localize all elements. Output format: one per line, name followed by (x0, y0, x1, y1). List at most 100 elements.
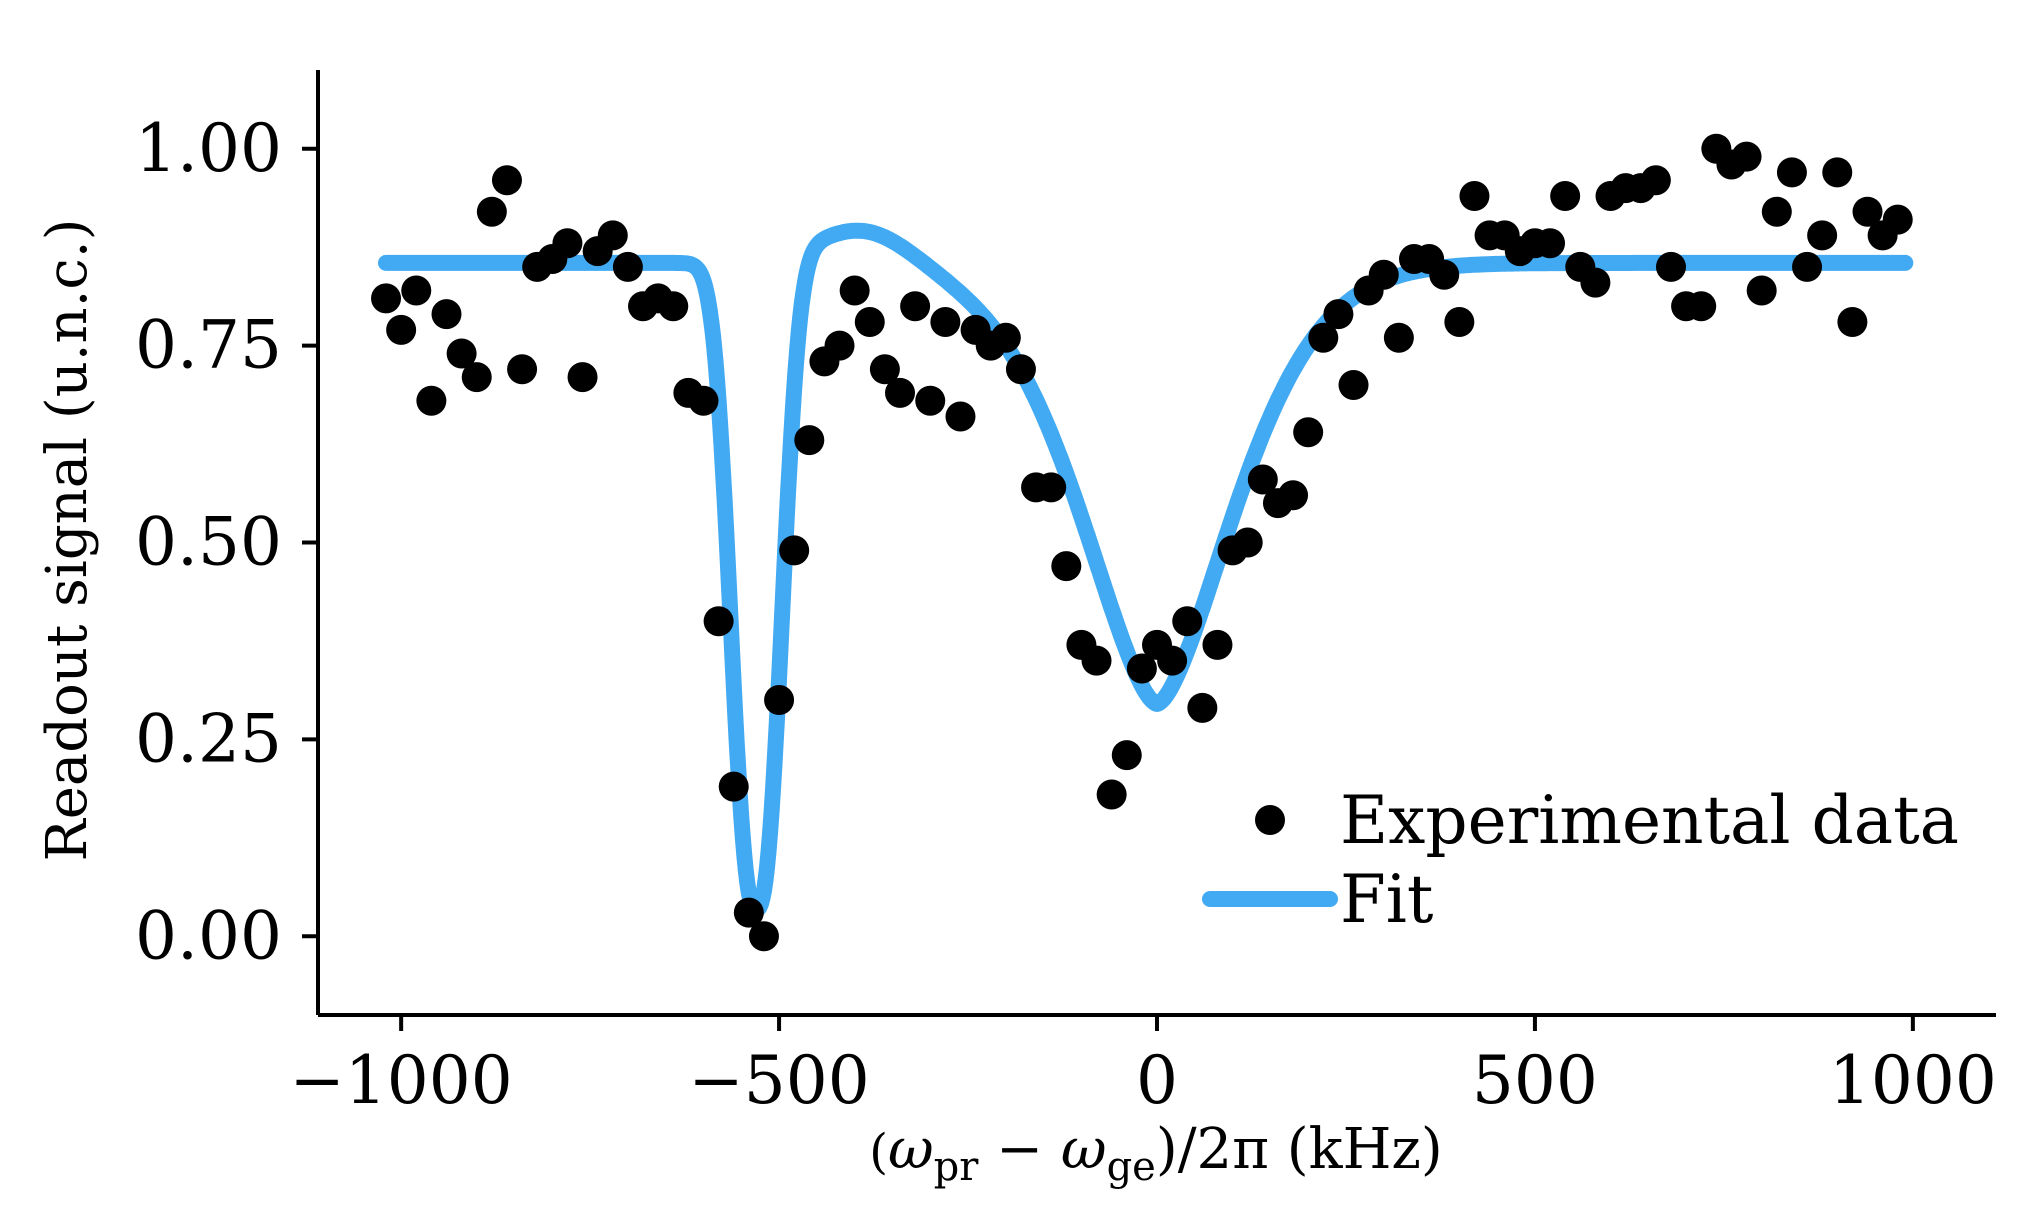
data-point (1202, 629, 1233, 660)
data-points (371, 133, 1913, 952)
y-tick-label: 0.75 (135, 307, 282, 384)
y-tick-label: 0.00 (135, 897, 282, 974)
x-tick-label: −500 (688, 1042, 869, 1119)
data-point (1746, 275, 1777, 306)
data-point (476, 196, 507, 227)
data-point (930, 307, 961, 337)
data-point (1187, 692, 1218, 723)
data-point (1005, 354, 1036, 385)
data-point (431, 299, 462, 330)
y-tick-label: 0.50 (135, 504, 282, 581)
data-point (416, 385, 447, 416)
data-point (1776, 157, 1807, 188)
data-point (945, 401, 976, 432)
data-point (915, 385, 946, 416)
data-point (990, 322, 1021, 353)
x-title-omega2: ω (1061, 1117, 1107, 1182)
data-point (1459, 181, 1490, 211)
legend: Experimental data Fit (1202, 782, 1959, 938)
data-point (1232, 527, 1263, 558)
data-point (1126, 653, 1157, 684)
data-point (1444, 307, 1475, 337)
data-point (1278, 480, 1309, 511)
x-title-sub-pr: pr (934, 1144, 980, 1190)
data-point (507, 354, 538, 385)
data-point (1338, 370, 1369, 400)
data-point (1111, 740, 1142, 771)
data-point (1535, 228, 1566, 259)
data-point (1731, 141, 1762, 172)
data-point (1837, 307, 1868, 337)
data-point (401, 275, 432, 306)
data-point (1807, 220, 1838, 251)
data-point (1383, 322, 1414, 353)
x-tick-label: 1000 (1829, 1042, 1997, 1119)
data-point (1580, 267, 1611, 298)
data-point (1882, 204, 1913, 235)
data-point (900, 291, 931, 322)
x-title-minus: − (978, 1117, 1061, 1182)
y-axis-title: Readout signal (u.n.c.) (35, 219, 100, 862)
data-point (1096, 779, 1127, 810)
x-tick-label: −1000 (290, 1042, 513, 1119)
data-point (1655, 251, 1686, 282)
data-point (552, 228, 583, 259)
data-point (779, 535, 810, 566)
data-point (824, 330, 855, 361)
data-point (794, 425, 825, 456)
data-point (748, 921, 779, 952)
data-point (446, 338, 477, 369)
data-point (1051, 551, 1082, 582)
data-point (1368, 259, 1399, 290)
data-point (1172, 606, 1203, 637)
legend-data-marker (1255, 805, 1285, 835)
data-point (1852, 196, 1883, 227)
data-point (1550, 181, 1581, 211)
data-point (461, 362, 492, 393)
data-point (658, 291, 689, 322)
data-point (718, 771, 749, 802)
data-point (1640, 165, 1671, 196)
x-title-sub-ge: ge (1107, 1144, 1156, 1190)
data-point (1323, 299, 1354, 330)
y-tick-label: 0.25 (135, 700, 282, 777)
data-point (1308, 322, 1339, 353)
data-point (688, 385, 719, 416)
data-point (386, 314, 417, 345)
x-title-open-paren: ( (869, 1124, 888, 1180)
data-point (839, 275, 870, 306)
data-point (885, 377, 916, 408)
data-point (612, 251, 643, 282)
data-point (1247, 464, 1278, 495)
data-point (764, 685, 795, 715)
y-tick-label: 1.00 (135, 110, 282, 187)
x-ticks: −1000 −500 0 500 1000 (290, 1015, 1997, 1119)
data-point (567, 362, 598, 393)
x-tick-label: 500 (1472, 1042, 1598, 1119)
data-point (1761, 196, 1792, 227)
data-point (1293, 417, 1324, 448)
data-point (733, 897, 764, 928)
data-point (1081, 645, 1112, 676)
data-point (703, 606, 734, 637)
data-point (1792, 251, 1823, 282)
data-point (1822, 157, 1853, 188)
data-point (1686, 291, 1717, 322)
legend-fit-label: Fit (1340, 861, 1433, 938)
x-title-over-2pi: )/2π (1156, 1117, 1269, 1182)
data-point (491, 165, 522, 196)
data-point (854, 307, 885, 337)
data-point (869, 354, 900, 385)
x-axis-title: (ωpr − ωge)/2π (kHz) (869, 1117, 1443, 1190)
data-point (1429, 259, 1460, 290)
data-point (371, 283, 402, 314)
x-title-unit: (kHz) (1269, 1117, 1443, 1182)
x-tick-label: 0 (1136, 1042, 1178, 1119)
data-point (597, 220, 628, 251)
legend-data-label: Experimental data (1340, 782, 1959, 859)
x-title-omega1: ω (888, 1117, 934, 1182)
data-point (1036, 472, 1067, 503)
y-ticks: 0.00 0.25 0.50 0.75 1.00 (135, 110, 318, 974)
data-point (1157, 645, 1188, 676)
